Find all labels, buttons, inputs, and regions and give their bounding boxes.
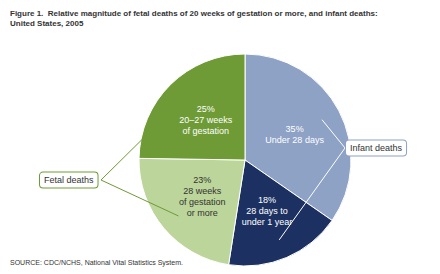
svg-text:Infant deaths: Infant deaths bbox=[350, 143, 403, 153]
svg-text:of gestation: of gestation bbox=[179, 197, 226, 207]
svg-text:35%: 35% bbox=[286, 124, 304, 134]
svg-text:of gestation: of gestation bbox=[182, 126, 229, 136]
svg-text:28 weeks: 28 weeks bbox=[183, 186, 222, 196]
svg-text:or more: or more bbox=[187, 208, 218, 218]
svg-text:28 days to: 28 days to bbox=[246, 206, 288, 216]
svg-text:under 1 year: under 1 year bbox=[242, 217, 293, 227]
svg-text:Under 28 days: Under 28 days bbox=[265, 135, 324, 145]
svg-text:SOURCE: CDC/NCHS, National Vit: SOURCE: CDC/NCHS, National Vital Statist… bbox=[10, 259, 183, 267]
svg-text:Fetal deaths: Fetal deaths bbox=[44, 175, 94, 185]
svg-text:18%: 18% bbox=[258, 195, 276, 205]
svg-text:Figure 1. Relative magnitude: Figure 1. Relative magnitude of fetal de… bbox=[10, 9, 378, 18]
svg-text:23%: 23% bbox=[193, 175, 211, 185]
svg-text:25%: 25% bbox=[197, 104, 215, 114]
svg-text:United States, 2005: United States, 2005 bbox=[10, 19, 84, 28]
svg-text:20–27 weeks: 20–27 weeks bbox=[179, 115, 233, 125]
